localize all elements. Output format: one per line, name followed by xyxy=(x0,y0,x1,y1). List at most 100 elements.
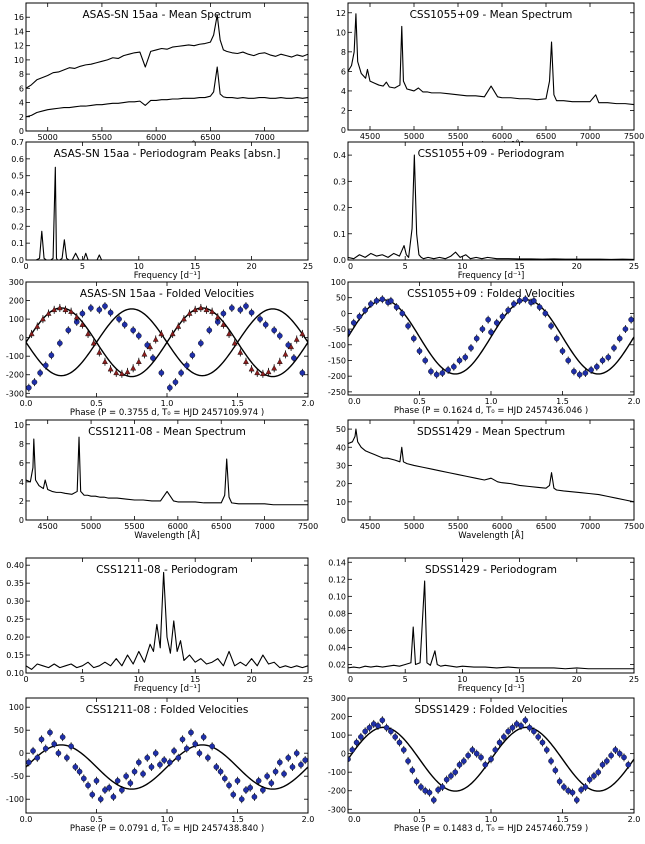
x-tick-label: 20 xyxy=(572,675,582,684)
data-point-emission xyxy=(140,771,146,777)
data-point-absorption xyxy=(85,330,91,337)
x-tick-label: 7000 xyxy=(580,132,600,141)
data-point-emission xyxy=(179,736,186,743)
data-point-absorption xyxy=(79,321,86,327)
data-point-emission xyxy=(536,304,543,310)
chart-panel-9: 0 5 10 15 20 25 0.02 0.04 0.06 0.08 0.10 0.12 0.14 SD… xyxy=(328,557,639,694)
data-point-emission xyxy=(88,305,94,311)
data-point-absorption xyxy=(180,315,187,322)
data-point-emission xyxy=(416,348,423,354)
data-point-emission xyxy=(260,787,266,793)
data-point-emission xyxy=(226,782,232,789)
plot-area xyxy=(26,728,308,804)
data-point-emission xyxy=(553,335,560,342)
chart-panel-11: 0.0 0.5 1.0 1.5 2.0 -300 -200 -100 0 100 200 300 SDS… xyxy=(328,694,641,834)
plot-frame xyxy=(25,419,309,521)
x-tick-label: 1.5 xyxy=(556,397,569,406)
plot-background xyxy=(26,282,308,397)
plot-area xyxy=(348,295,634,379)
y-tick-label: 0.10 xyxy=(328,592,346,601)
data-point-emission xyxy=(599,357,606,364)
data-point-emission xyxy=(501,734,507,740)
chart-panel-4: 0.0 0.5 1.0 1.5 2.0 -300 -200 -100 0 100 200 300 ASA… xyxy=(6,278,315,418)
data-point-emission xyxy=(64,755,70,761)
y-tick-label: 0 xyxy=(341,309,346,318)
data-point-emission xyxy=(576,371,583,378)
data-point-absorption xyxy=(130,365,137,371)
x-axis-label: Frequency [d⁻¹] xyxy=(134,271,201,281)
chart-title: SDSS1429 : Folded Velocities xyxy=(415,704,568,716)
data-point-emission xyxy=(220,310,227,317)
data-point-emission xyxy=(222,775,228,782)
y-tick-label: 100 xyxy=(331,731,346,740)
data-point-absorption xyxy=(271,365,278,371)
data-point-emission xyxy=(85,782,91,789)
data-point-emission xyxy=(451,363,457,370)
x-axis-label: Frequency [d⁻¹] xyxy=(458,271,525,281)
data-point-emission xyxy=(548,758,554,764)
data-point-emission xyxy=(518,723,524,729)
x-axis-label: Wavelength [Å] xyxy=(134,529,200,541)
data-point-emission xyxy=(79,310,86,317)
data-point-absorption xyxy=(73,314,80,320)
x-tick-label: 7000 xyxy=(254,522,274,531)
x-tick-label: 0 xyxy=(348,675,353,684)
y-tick-label: 6 xyxy=(341,67,346,76)
data-point-emission xyxy=(582,784,589,790)
data-point-emission xyxy=(42,745,49,752)
data-point-emission xyxy=(76,768,83,775)
data-point-emission xyxy=(473,750,480,757)
chart-title: ASAS-SN 15aa - Periodogram Peaks [absn.] xyxy=(54,148,281,160)
data-point-emission xyxy=(38,736,45,743)
chart-title: CSS1211-08 - Mean Spectrum xyxy=(88,426,246,438)
y-tick-label: 12 xyxy=(336,9,346,18)
data-point-emission xyxy=(461,758,467,764)
data-point-emission xyxy=(499,313,506,320)
data-point-absorption xyxy=(169,330,176,337)
data-point-absorption xyxy=(282,351,289,357)
y-tick-label: 100 xyxy=(9,703,24,712)
y-tick-label: 4 xyxy=(341,87,346,96)
x-axis-label: Frequency [d⁻¹] xyxy=(134,684,201,694)
series-line-flux xyxy=(348,13,634,106)
y-tick-label: 0.06 xyxy=(328,626,346,635)
x-tick-label: 1.5 xyxy=(231,815,244,824)
data-point-emission xyxy=(272,768,279,775)
data-point-emission xyxy=(350,320,357,326)
series-line-power xyxy=(348,154,634,260)
plot-frame xyxy=(347,141,635,261)
data-point-emission xyxy=(30,748,36,754)
data-point-emission xyxy=(34,755,41,761)
data-point-emission xyxy=(599,761,606,768)
data-point-emission xyxy=(349,747,356,753)
data-point-emission xyxy=(175,755,182,761)
data-point-emission xyxy=(26,759,32,766)
y-tick-label: 0.02 xyxy=(328,660,346,669)
data-point-emission xyxy=(102,303,108,309)
x-axis-label: Frequency [d⁻¹] xyxy=(458,684,525,694)
data-point-absorption xyxy=(96,349,103,355)
plot-area xyxy=(348,154,634,260)
data-point-emission xyxy=(158,370,165,376)
data-point-emission xyxy=(522,717,529,724)
x-tick-label: 10 xyxy=(457,675,467,684)
x-axis-label: Wavelength [Å] xyxy=(458,529,524,541)
data-point-emission xyxy=(443,776,450,783)
data-point-emission xyxy=(121,321,128,328)
plot-background xyxy=(348,142,634,260)
data-point-emission xyxy=(488,329,494,336)
data-point-emission xyxy=(405,758,411,764)
data-point-emission xyxy=(543,747,550,753)
data-point-emission xyxy=(192,741,198,747)
data-point-emission xyxy=(522,296,529,303)
y-tick-label: 200 xyxy=(9,297,24,306)
data-point-emission xyxy=(229,305,235,311)
y-tick-label: 16 xyxy=(14,13,24,22)
data-point-emission xyxy=(107,309,114,316)
y-tick-label: 0.1 xyxy=(333,230,346,239)
x-tick-label: 2.0 xyxy=(628,815,641,824)
chart-title: CSS1211-08 : Folded Velocities xyxy=(86,704,249,716)
data-point-emission xyxy=(505,728,511,735)
data-point-emission xyxy=(257,316,263,322)
data-point-absorption xyxy=(107,365,114,372)
